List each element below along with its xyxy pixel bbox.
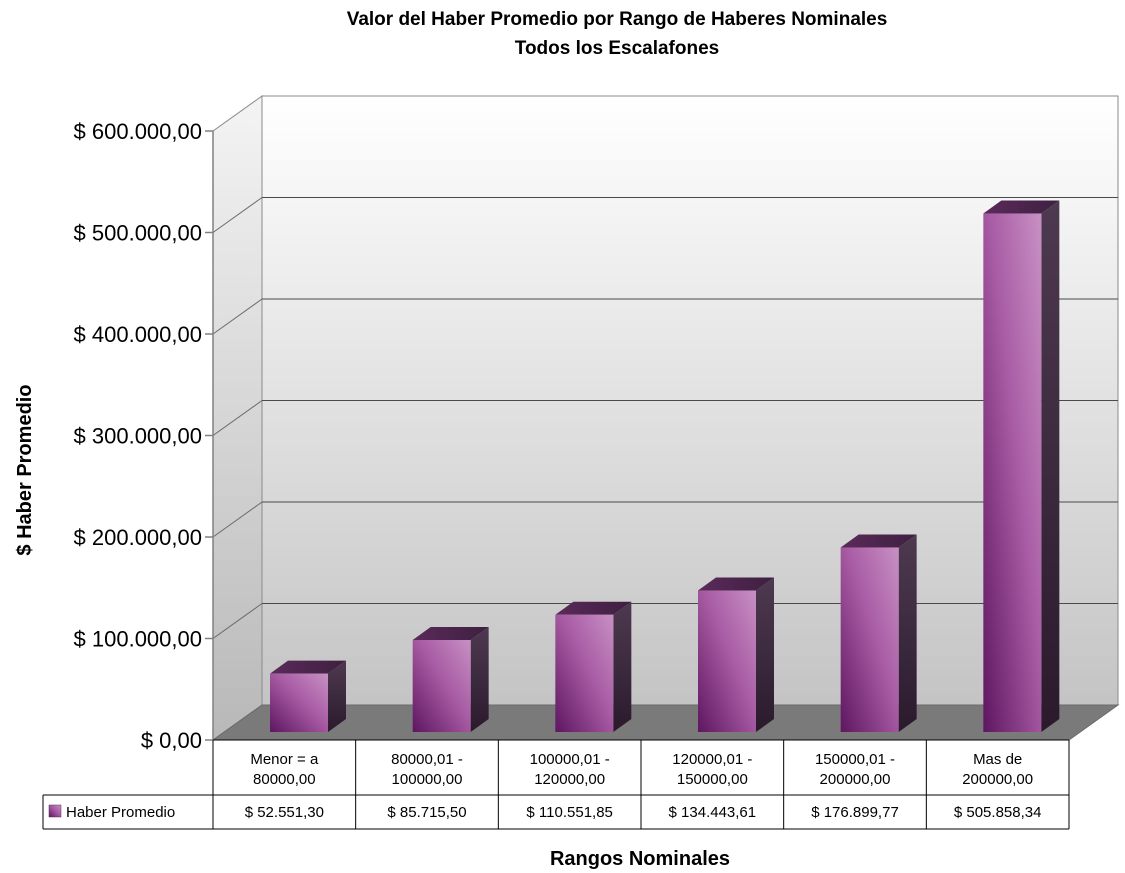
bar bbox=[840, 534, 917, 732]
bar-front bbox=[412, 639, 471, 732]
y-tick-label: $ 500.000,00 bbox=[74, 221, 202, 246]
bar-top bbox=[698, 577, 774, 591]
value-cell: $ 52.551,30 bbox=[245, 804, 324, 821]
value-cell: $ 134.443,61 bbox=[669, 804, 757, 821]
y-tick-label: $ 300.000,00 bbox=[74, 424, 202, 449]
gridlines bbox=[212, 197, 1118, 639]
category-label: 120000,01 -150000,00 bbox=[672, 751, 752, 788]
bar-top bbox=[270, 660, 346, 674]
bar bbox=[698, 577, 774, 732]
y-tick-label: $ 400.000,00 bbox=[74, 322, 202, 347]
gridline-side bbox=[212, 603, 263, 639]
bar-top bbox=[412, 626, 489, 640]
chart-subtitle: Todos los Escalafones bbox=[515, 38, 719, 59]
value-cell: $ 505.858,34 bbox=[954, 804, 1042, 821]
bar-side bbox=[328, 660, 346, 732]
category-label: Menor = a 80000,00 bbox=[250, 751, 319, 788]
y-ticks: $ 0,00 $ 100.000,00 $ 200.000,00 $ 300.000,… bbox=[74, 119, 213, 753]
y-tick-label: $ 0,00 bbox=[141, 728, 202, 753]
bar bbox=[983, 200, 1060, 733]
bar-front bbox=[983, 213, 1042, 733]
bar-front bbox=[698, 590, 756, 732]
bar-front bbox=[270, 673, 328, 732]
gridline-side bbox=[212, 400, 263, 436]
x-axis-title: Rangos Nominales bbox=[550, 848, 730, 870]
bar-side bbox=[756, 577, 774, 732]
bar-side bbox=[470, 626, 489, 732]
y-tick-label: $ 100.000,00 bbox=[74, 627, 202, 652]
value-cell: $ 85.715,50 bbox=[387, 804, 466, 821]
bar-side bbox=[898, 534, 917, 732]
bar-side bbox=[613, 601, 632, 732]
y-tick-label: $ 600.000,00 bbox=[74, 119, 202, 144]
category-label: 80000,01 -100000,00 bbox=[391, 751, 463, 788]
y-axis-title: $ Haber Promedio bbox=[14, 384, 36, 555]
bar bbox=[555, 601, 632, 732]
bar-front bbox=[555, 614, 614, 732]
value-cell: $ 176.899,77 bbox=[811, 804, 899, 821]
bar-front bbox=[840, 547, 899, 732]
bar bbox=[270, 660, 346, 732]
bar-top bbox=[840, 534, 917, 548]
bars bbox=[270, 200, 1060, 733]
gridline-side bbox=[212, 501, 263, 538]
data-table: Menor = a 80000,00 $ 52.551,30 80000,01 -10… bbox=[42, 739, 1070, 830]
bar-top bbox=[555, 601, 632, 615]
chart-floor bbox=[211, 704, 1120, 741]
category-label: Mas de 200000,00 bbox=[962, 751, 1033, 788]
value-cell: $ 110.551,85 bbox=[526, 804, 612, 821]
legend-swatch bbox=[48, 804, 62, 818]
chart-title: Valor del Haber Promedio por Rango de Ha… bbox=[347, 9, 888, 30]
category-label: 100000,01 -120000,00 bbox=[530, 751, 610, 788]
bar-top bbox=[983, 200, 1060, 214]
legend-label: Haber Promedio bbox=[66, 804, 175, 821]
bar bbox=[412, 626, 489, 732]
y-tick-label: $ 200.000,00 bbox=[74, 525, 202, 550]
gridline-side bbox=[212, 298, 263, 335]
bar-side bbox=[1041, 200, 1060, 733]
category-label: 150000,01 -200000,00 bbox=[815, 751, 895, 788]
gridline-side bbox=[212, 197, 263, 233]
